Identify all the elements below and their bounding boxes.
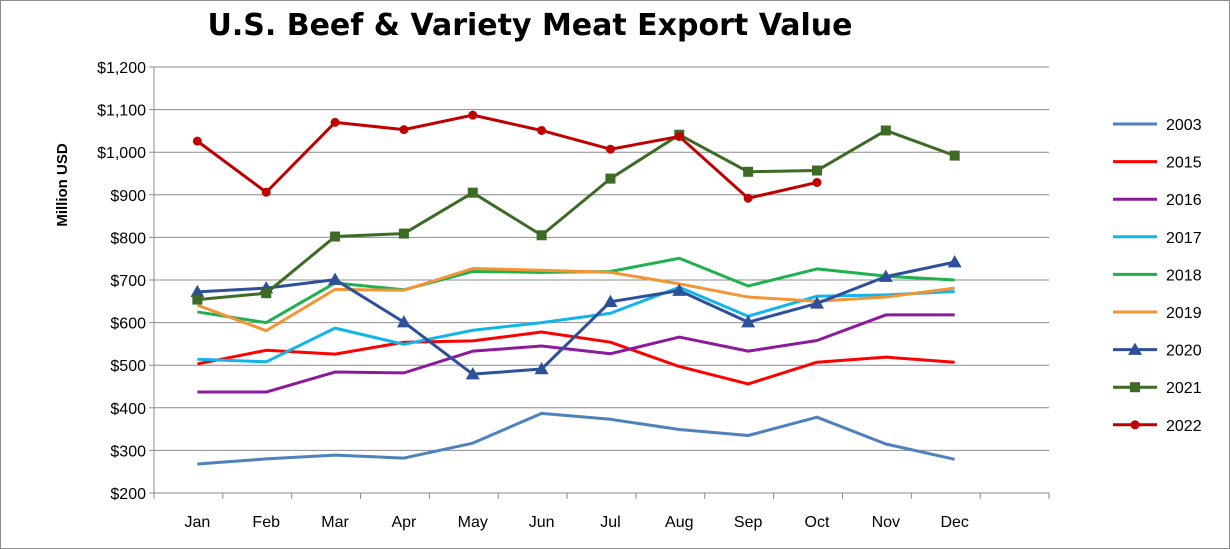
y-tick-label: $600 xyxy=(110,316,146,333)
y-tick-label: $200 xyxy=(110,486,146,503)
legend-label: 2003 xyxy=(1166,117,1202,134)
data-point-2021 xyxy=(467,187,478,198)
data-point-2022 xyxy=(605,144,615,154)
legend-label: 2017 xyxy=(1166,230,1202,247)
data-point-2020 xyxy=(878,269,893,282)
data-point-2022 xyxy=(743,193,753,203)
series-line-2016 xyxy=(197,313,955,394)
series-2019 xyxy=(196,266,955,333)
x-tick-label: Aug xyxy=(665,514,693,531)
data-point-2022 xyxy=(674,131,684,141)
series-line-2003 xyxy=(197,411,956,466)
axes xyxy=(149,66,1050,499)
legend-entry-2017: 2017 xyxy=(1113,230,1202,247)
legend-entry-2018: 2018 xyxy=(1113,267,1202,284)
x-tick-label: May xyxy=(458,514,488,531)
data-point-2021 xyxy=(192,294,203,305)
data-point-2022 xyxy=(330,117,340,127)
data-point-2021 xyxy=(880,125,891,136)
data-point-2020 xyxy=(672,283,687,296)
x-tick-label: Apr xyxy=(391,514,417,531)
data-point-2020 xyxy=(809,296,824,309)
legend-label: 2021 xyxy=(1166,380,1202,397)
data-point-2020 xyxy=(603,294,618,307)
series-2003 xyxy=(197,411,956,466)
legend-entry-2021: 2021 xyxy=(1113,380,1202,397)
legend-entry-2003: 2003 xyxy=(1113,117,1202,134)
y-tick-label: $1,100 xyxy=(97,103,146,120)
data-point-2022 xyxy=(399,125,409,135)
x-tick-label: Dec xyxy=(940,514,968,531)
series-line-2017 xyxy=(197,285,955,364)
x-tick-label: Jun xyxy=(529,514,555,531)
series-2022 xyxy=(192,110,822,203)
legend-marker xyxy=(1130,420,1140,430)
data-point-2021 xyxy=(330,231,341,242)
x-tick-label: Feb xyxy=(252,514,280,531)
y-tick-label: $1,200 xyxy=(97,60,146,77)
series-line-2019 xyxy=(196,266,955,333)
x-tick-label: Jan xyxy=(184,514,210,531)
data-point-2020 xyxy=(328,272,343,285)
series-line-2020 xyxy=(197,260,955,376)
series-2017 xyxy=(197,285,955,364)
series-line-2018 xyxy=(197,256,955,325)
x-tick-label: Sep xyxy=(734,514,763,531)
x-tick-label: Nov xyxy=(872,514,900,531)
legend-entry-2015: 2015 xyxy=(1113,155,1202,172)
data-point-2021 xyxy=(605,173,616,184)
legend-entry-2022: 2022 xyxy=(1113,418,1202,435)
y-tick-label: $500 xyxy=(110,358,146,375)
legend-label: 2016 xyxy=(1166,192,1202,209)
y-tick-label: $300 xyxy=(110,443,146,460)
tick-labels: $200 $300 $400 $500 $600 $700 $800 $900 $1,000 $1… xyxy=(97,60,969,531)
data-point-2022 xyxy=(537,125,547,135)
data-point-2020 xyxy=(465,367,480,380)
data-point-2020 xyxy=(741,315,756,328)
data-point-2020 xyxy=(947,255,962,268)
legend-marker xyxy=(1130,382,1140,393)
series-2018 xyxy=(197,256,955,325)
data-point-2021 xyxy=(811,165,822,176)
series-line-2021 xyxy=(197,128,956,302)
y-tick-label: $800 xyxy=(110,230,146,247)
data-point-2021 xyxy=(261,288,272,299)
series-2020 xyxy=(190,255,962,380)
legend-label: 2018 xyxy=(1166,267,1202,284)
data-point-2020 xyxy=(396,315,411,328)
gridlines xyxy=(154,66,1049,494)
x-tick-label: Oct xyxy=(805,514,830,531)
y-tick-label: $900 xyxy=(110,188,146,205)
legend-entry-2016: 2016 xyxy=(1113,192,1202,209)
chart-title: U.S. Beef & Variety Meat Export Value xyxy=(207,8,853,43)
series-lines xyxy=(190,110,962,466)
legend-label: 2020 xyxy=(1166,343,1202,360)
data-point-2021 xyxy=(949,150,960,161)
data-point-2021 xyxy=(398,228,409,239)
data-point-2022 xyxy=(812,177,822,187)
data-point-2022 xyxy=(468,110,478,120)
legend: 2003 2015 2016 2017 2018 2019 2020 2021 2022 xyxy=(1113,117,1202,435)
x-tick-label: Mar xyxy=(321,514,349,531)
series-2016 xyxy=(197,313,955,394)
data-point-2021 xyxy=(743,166,754,177)
series-line-2022 xyxy=(196,113,818,200)
legend-label: 2019 xyxy=(1166,305,1202,322)
data-point-2021 xyxy=(536,230,547,241)
legend-marker xyxy=(1128,342,1142,355)
legend-label: 2022 xyxy=(1166,418,1202,435)
data-point-2020 xyxy=(534,362,549,375)
data-point-2020 xyxy=(190,284,205,298)
legend-entry-2020: 2020 xyxy=(1113,342,1202,360)
y-tick-label: $1,000 xyxy=(97,145,146,162)
x-tick-label: Jul xyxy=(600,514,620,531)
legend-label: 2015 xyxy=(1166,155,1202,172)
y-tick-label: $700 xyxy=(110,273,146,290)
data-point-2022 xyxy=(261,187,271,197)
legend-entry-2019: 2019 xyxy=(1113,305,1202,322)
data-point-2022 xyxy=(192,136,202,146)
y-tick-label: $400 xyxy=(110,401,146,418)
